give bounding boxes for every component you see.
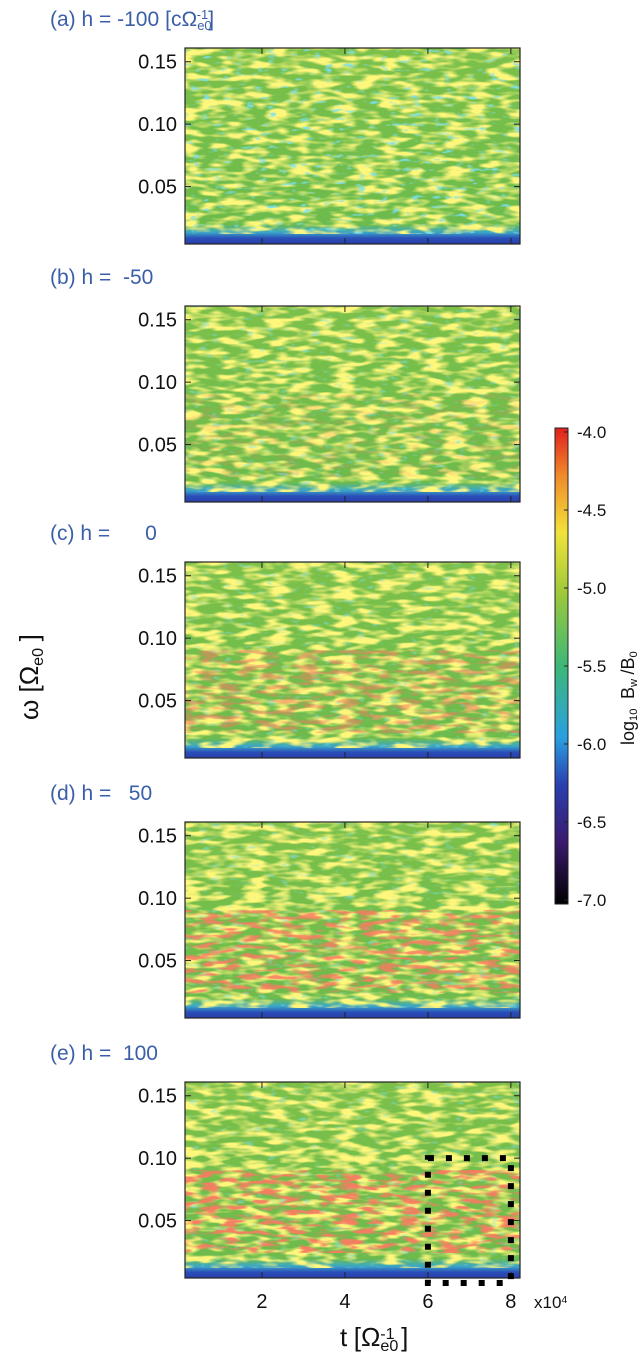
x-tick-label: 2	[256, 1291, 267, 1313]
x-tick-label: 8	[505, 1291, 516, 1313]
title-unit-part: [cΩ	[165, 8, 197, 31]
y-tick-label: 0.05	[138, 691, 177, 713]
x-tick-label: 6	[422, 1291, 433, 1313]
y-axis-label-part: e0	[29, 648, 47, 666]
colorbar-tick-label: -5.0	[577, 579, 606, 598]
y-tick-label: 0.15	[138, 1086, 177, 1108]
panel-frame	[184, 305, 521, 503]
y-tick-label: 0.15	[138, 310, 177, 332]
y-tick-label: 0.10	[138, 1148, 177, 1170]
y-axis-label-part: ω [Ω	[14, 666, 44, 720]
panel: (a) h = -100 [cΩe0-1] 0.05 0.10 0.15	[50, 7, 521, 245]
colorbar-label: log10 Bw/B0	[618, 651, 640, 745]
y-tick-label: 0.05	[138, 1211, 177, 1233]
x-multiplier-part: 4	[561, 1294, 567, 1306]
x-axis-label-part: t	[340, 1322, 348, 1352]
spectrogram-intense	[185, 650, 520, 733]
spectrogram-intense-edge	[185, 886, 520, 911]
x-axis-label-part: [Ω	[354, 1322, 381, 1352]
x-axis-label-part: -1	[380, 1325, 394, 1343]
panel-frame	[184, 561, 521, 759]
colorbar-label-part: w	[628, 678, 640, 688]
colorbar-tick-label: -4.0	[577, 423, 606, 442]
spectrogram-intense	[185, 1170, 520, 1253]
panel: (b) h = -50 0.05 0.10 0.15	[50, 266, 521, 503]
panel-title: (d) h = 50	[50, 782, 152, 805]
colorbar-tick-label: -7.0	[577, 891, 606, 910]
colorbar-label-part: B	[618, 687, 638, 704]
spectrogram-intense-edge	[185, 370, 520, 395]
title-unit-part: e0	[197, 18, 211, 33]
colorbar-tick-label: -6.5	[577, 813, 606, 832]
title-unit-part: -1	[197, 7, 209, 22]
x-multiplier: x104	[534, 1293, 567, 1312]
colorbar-tick-label: -4.5	[577, 501, 606, 520]
colorbar-tick-label: -6.0	[577, 735, 606, 754]
y-tick-label: 0.15	[138, 52, 177, 74]
panel-title: (a) h = -100 [cΩe0-1]	[50, 7, 214, 33]
panel: (c) h = 0 0.05 0.10 0.15	[50, 522, 521, 759]
panel-title: (c) h = 0	[50, 522, 157, 545]
y-tick-label: 0.10	[138, 114, 177, 136]
colorbar-label-part: log	[618, 721, 638, 745]
colorbar-label-part: 10	[628, 709, 640, 721]
panel: (d) h = 50 0.05 0.10 0.15	[50, 782, 521, 1019]
panel-title: (b) h = -50	[50, 266, 153, 289]
x-multiplier-part: x10	[534, 1293, 561, 1312]
x-axis-label: t [Ωe0-1]	[340, 1322, 408, 1355]
highlight-box	[424, 1155, 514, 1286]
colorbar-tick-label: -5.5	[577, 657, 606, 676]
panel-frame	[184, 47, 521, 245]
title-unit-part: ]	[208, 8, 214, 31]
spectrogram-intense-edge	[185, 1146, 520, 1171]
y-tick-label: 0.05	[138, 951, 177, 973]
y-axis-label: ω [Ωe0]	[14, 634, 47, 720]
colorbar-label-part: 0	[628, 651, 640, 657]
x-axis-label-part: e0	[380, 1337, 398, 1355]
panel-frame	[184, 821, 521, 1019]
y-tick-label: 0.15	[138, 826, 177, 848]
x-axis-label-part: ]	[401, 1322, 408, 1352]
spectrogram-intense	[185, 394, 520, 477]
y-tick-label: 0.10	[138, 628, 177, 650]
panel-frame	[184, 1081, 521, 1279]
spectrogram-speckle	[185, 48, 520, 234]
colorbar-label-part: /B	[618, 657, 638, 674]
y-axis-label-part: ]	[14, 634, 44, 641]
panel: (e) h = 100 0.05 0.10 0.15	[50, 1042, 521, 1286]
spectrogram-intense-edge	[185, 626, 520, 651]
x-tick-label: 4	[339, 1291, 350, 1313]
y-tick-label: 0.10	[138, 372, 177, 394]
y-tick-label: 0.05	[138, 177, 177, 199]
y-tick-label: 0.10	[138, 888, 177, 910]
spectrogram-intense	[185, 910, 520, 993]
panel-title: (e) h = 100	[50, 1042, 158, 1065]
y-tick-label: 0.15	[138, 566, 177, 588]
y-tick-label: 0.05	[138, 435, 177, 457]
